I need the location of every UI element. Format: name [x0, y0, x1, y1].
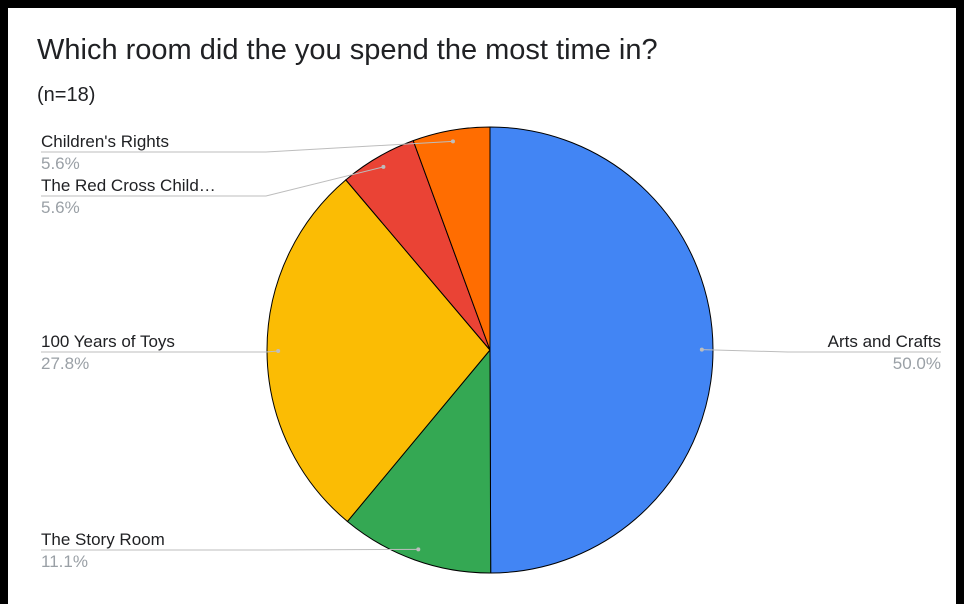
leader-dot-the-red-cross-child: [381, 164, 386, 169]
chart-card: Which room did the you spend the most ti…: [8, 8, 956, 604]
leader-dot-children-s-rights: [450, 139, 455, 144]
pie-slice-children-s-rights: [412, 126, 491, 351]
leader-dot-arts-and-crafts: [699, 347, 704, 352]
pie-slice-the-story-room: [346, 348, 492, 574]
leader-dot-the-story-room: [416, 547, 421, 552]
slice-percent-the-red-cross-child: 5.6%: [41, 198, 80, 217]
slice-percent-100-years-of-toys: 27.8%: [41, 354, 89, 373]
slice-percent-arts-and-crafts: 50.0%: [893, 354, 941, 373]
pie-slice-100-years-of-toys: [266, 179, 491, 523]
slice-label-arts-and-crafts: Arts and Crafts: [828, 332, 941, 351]
slice-label-100-years-of-toys: 100 Years of Toys: [41, 332, 175, 351]
chart-title: Which room did the you spend the most ti…: [37, 34, 658, 66]
slice-percent-children-s-rights: 5.6%: [41, 154, 80, 173]
slice-label-children-s-rights: Children's Rights: [41, 132, 169, 151]
slice-label-the-story-room: The Story Room: [41, 530, 165, 549]
leader-dot-100-years-of-toys: [276, 348, 281, 353]
pie-slice-arts-and-crafts: [489, 126, 714, 574]
leader-line-the-red-cross-child: [41, 166, 384, 197]
slice-percent-the-story-room: 11.1%: [41, 552, 88, 571]
leader-line-100-years-of-toys: [41, 350, 279, 353]
chart-subtitle: (n=18): [37, 84, 96, 106]
leader-line-arts-and-crafts: [701, 349, 941, 353]
leader-line-the-story-room: [41, 548, 419, 551]
leader-line-children-s-rights: [41, 140, 453, 153]
slice-label-the-red-cross-child: The Red Cross Child…: [41, 176, 216, 195]
pie-chart: Arts and Crafts 50.0% The Story Room 11.1% 1…: [41, 126, 941, 574]
